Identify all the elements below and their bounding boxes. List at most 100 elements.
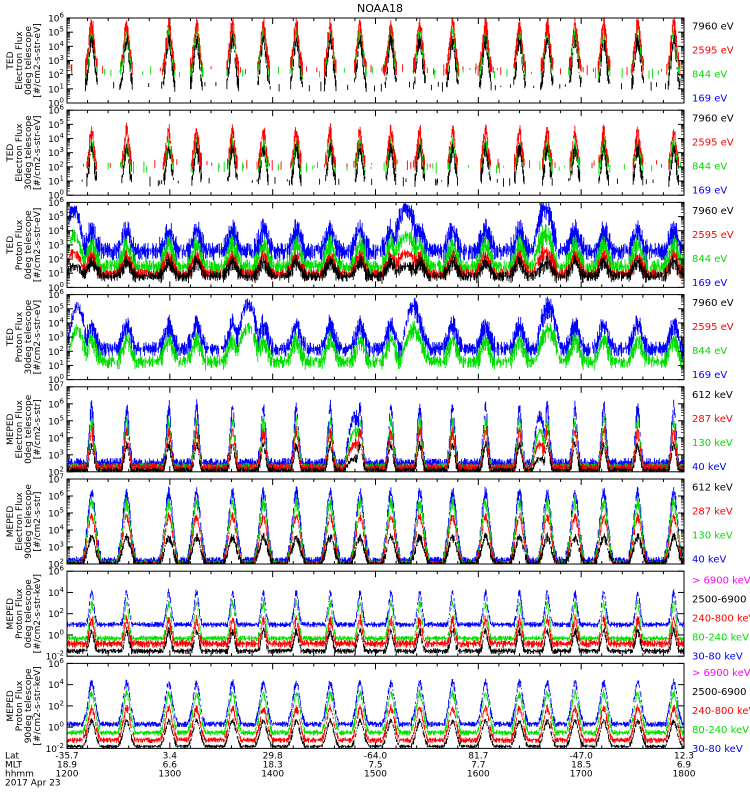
panel-7-ylabel-line: MEPED — [6, 598, 16, 630]
y-tick-label: 102 — [48, 253, 64, 266]
panel-8-legend-entry: 2500-6900 — [692, 687, 747, 698]
panel-2-series-2 — [83, 122, 684, 172]
y-tick-label: 103 — [48, 448, 64, 461]
y-tick-label: 101 — [48, 267, 64, 280]
y-tick-label: 102 — [48, 160, 64, 173]
panel-6-ylabel-line: [#/cm2-s-str] — [33, 491, 43, 551]
panel-7-ylabel-line: [#/cm2-s-str-keV] — [33, 574, 43, 653]
x-row-value: -47.0 — [570, 751, 594, 761]
panel-6-legend-entry: 612 keV — [692, 482, 733, 493]
y-tick-label: 101 — [48, 175, 64, 188]
panel-8-ylabel-line: 90deg telescope — [24, 668, 34, 743]
y-tick-label: 105 — [48, 414, 64, 427]
y-tick-label: 105 — [48, 26, 64, 39]
y-tick-label: 103 — [48, 238, 64, 251]
x-row-value: 1700 — [570, 769, 593, 779]
x-row-value: 1400 — [261, 769, 284, 779]
panel-2-series-3 — [81, 142, 679, 188]
x-row-label: Lat — [5, 751, 20, 761]
panel-5-ylabel-line: [#/cm2-s-str] — [33, 399, 43, 459]
panel-7-series-3 — [67, 614, 684, 649]
panel-6-frame — [66, 478, 685, 565]
panel-7-legend-entry: 80-240 keV — [692, 633, 749, 644]
panel-2-legend-entry: 2595 eV — [692, 138, 734, 149]
y-tick-label: 104 — [48, 316, 64, 329]
panel-1-ylabel-line: TED — [6, 51, 16, 70]
y-tick-label: 102 — [48, 345, 64, 358]
panel-1-series-2 — [70, 18, 684, 77]
panel-1-frame — [66, 17, 685, 104]
panel-3-legend-entry: 844 eV — [692, 254, 727, 265]
panel-6-ylabel-line: 90deg telescope — [24, 484, 34, 559]
panel-2-traces — [81, 122, 684, 188]
panel-2-ylabel-line: TED — [6, 144, 16, 163]
x-row-value: 18.5 — [571, 760, 591, 770]
x-row-value: -35.7 — [55, 751, 78, 761]
panel-3-series-1 — [67, 202, 684, 265]
panel-3-legend-entry: 7960 eV — [692, 206, 734, 217]
panel-1-series-3 — [85, 33, 681, 92]
panel-8-ylabel-line: [#/cm2-s-str-keV] — [33, 666, 43, 745]
panel-6-legend-entry: 287 keV — [692, 506, 733, 517]
panel-4-legend-entry: 7960 eV — [692, 298, 734, 309]
panel-4-traces — [67, 296, 684, 371]
panel-7-ylabel-line: Proton Flux — [15, 588, 25, 639]
panel-8-legend-entry: 240-800 keV — [692, 706, 750, 717]
panel-4-legend-entry: 2595 eV — [692, 322, 734, 333]
panel-4-legend-entry: 169 eV — [692, 370, 727, 381]
x-row-value: 1500 — [364, 769, 387, 779]
panel-4-ylabel-line: [#/cm2-s-str-eV] — [33, 300, 43, 375]
x-row-value: 7.5 — [368, 760, 382, 770]
x-row-value: -64.0 — [364, 751, 388, 761]
panel-8-ylabel-line: Proton Flux — [15, 680, 25, 731]
panel-3-series-2 — [67, 224, 684, 279]
panel-5-legend-entry: 612 keV — [692, 390, 733, 401]
y-tick-label: 104 — [48, 40, 64, 53]
panel-1-legend-entry: 2595 eV — [692, 45, 734, 56]
y-tick-label: 100 — [48, 721, 64, 734]
panel-1-ylabel-line: [#/cm2-s-str-eV] — [33, 23, 43, 98]
panel-1-legend-entry: 844 eV — [692, 69, 727, 80]
y-tick-label: 101 — [48, 82, 64, 95]
panel-2-ylabel-line: [#/cm2-s-str-eV] — [33, 115, 43, 190]
y-tick-label: 101 — [48, 359, 64, 372]
y-tick-label: 102 — [48, 607, 64, 620]
y-tick-label: 104 — [48, 524, 64, 537]
y-tick-label: 105 — [48, 302, 64, 315]
panel-1-legend-entry: 7960 eV — [692, 21, 734, 32]
x-row-value: 12.3 — [674, 751, 694, 761]
panel-8-traces — [67, 678, 684, 749]
panel-6-legend-entry: 40 keV — [692, 554, 726, 565]
y-tick-label: 104 — [48, 586, 64, 599]
panel-3-ylabel-line: [#/cm2-s-str-eV] — [33, 208, 43, 283]
panel-1-ylabel-line: Electron Flux — [15, 31, 25, 90]
x-row-value: 6.6 — [163, 760, 178, 770]
panel-5-ylabel-line: 0deg telescope — [24, 394, 34, 464]
panel-3-legend-entry: 169 eV — [692, 278, 727, 289]
y-tick-label: 105 — [48, 210, 64, 223]
x-row-value: 18.9 — [57, 760, 77, 770]
chart-title: NOAA18 — [357, 2, 403, 15]
panel-4-series-2 — [67, 320, 684, 371]
panel-4-series-1 — [67, 296, 684, 361]
panel-8-series-1 — [67, 678, 684, 728]
x-row-value: 1200 — [56, 769, 79, 779]
panel-7-legend-entry: 2500-6900 — [692, 595, 747, 606]
panel-8-series-2 — [67, 689, 684, 736]
panel-3-ylabel-line: TED — [6, 236, 16, 255]
x-row-value: 1600 — [467, 769, 490, 779]
panel-5-ylabel-line: MEPED — [6, 413, 16, 445]
panel-3-traces — [67, 202, 684, 284]
panel-7-series-1 — [67, 588, 684, 628]
x-date-label: 2017 Apr 23 — [5, 778, 61, 788]
panel-7-legend-entry: > 6900 keV — [692, 576, 750, 587]
x-row-value: 18.3 — [263, 760, 283, 770]
